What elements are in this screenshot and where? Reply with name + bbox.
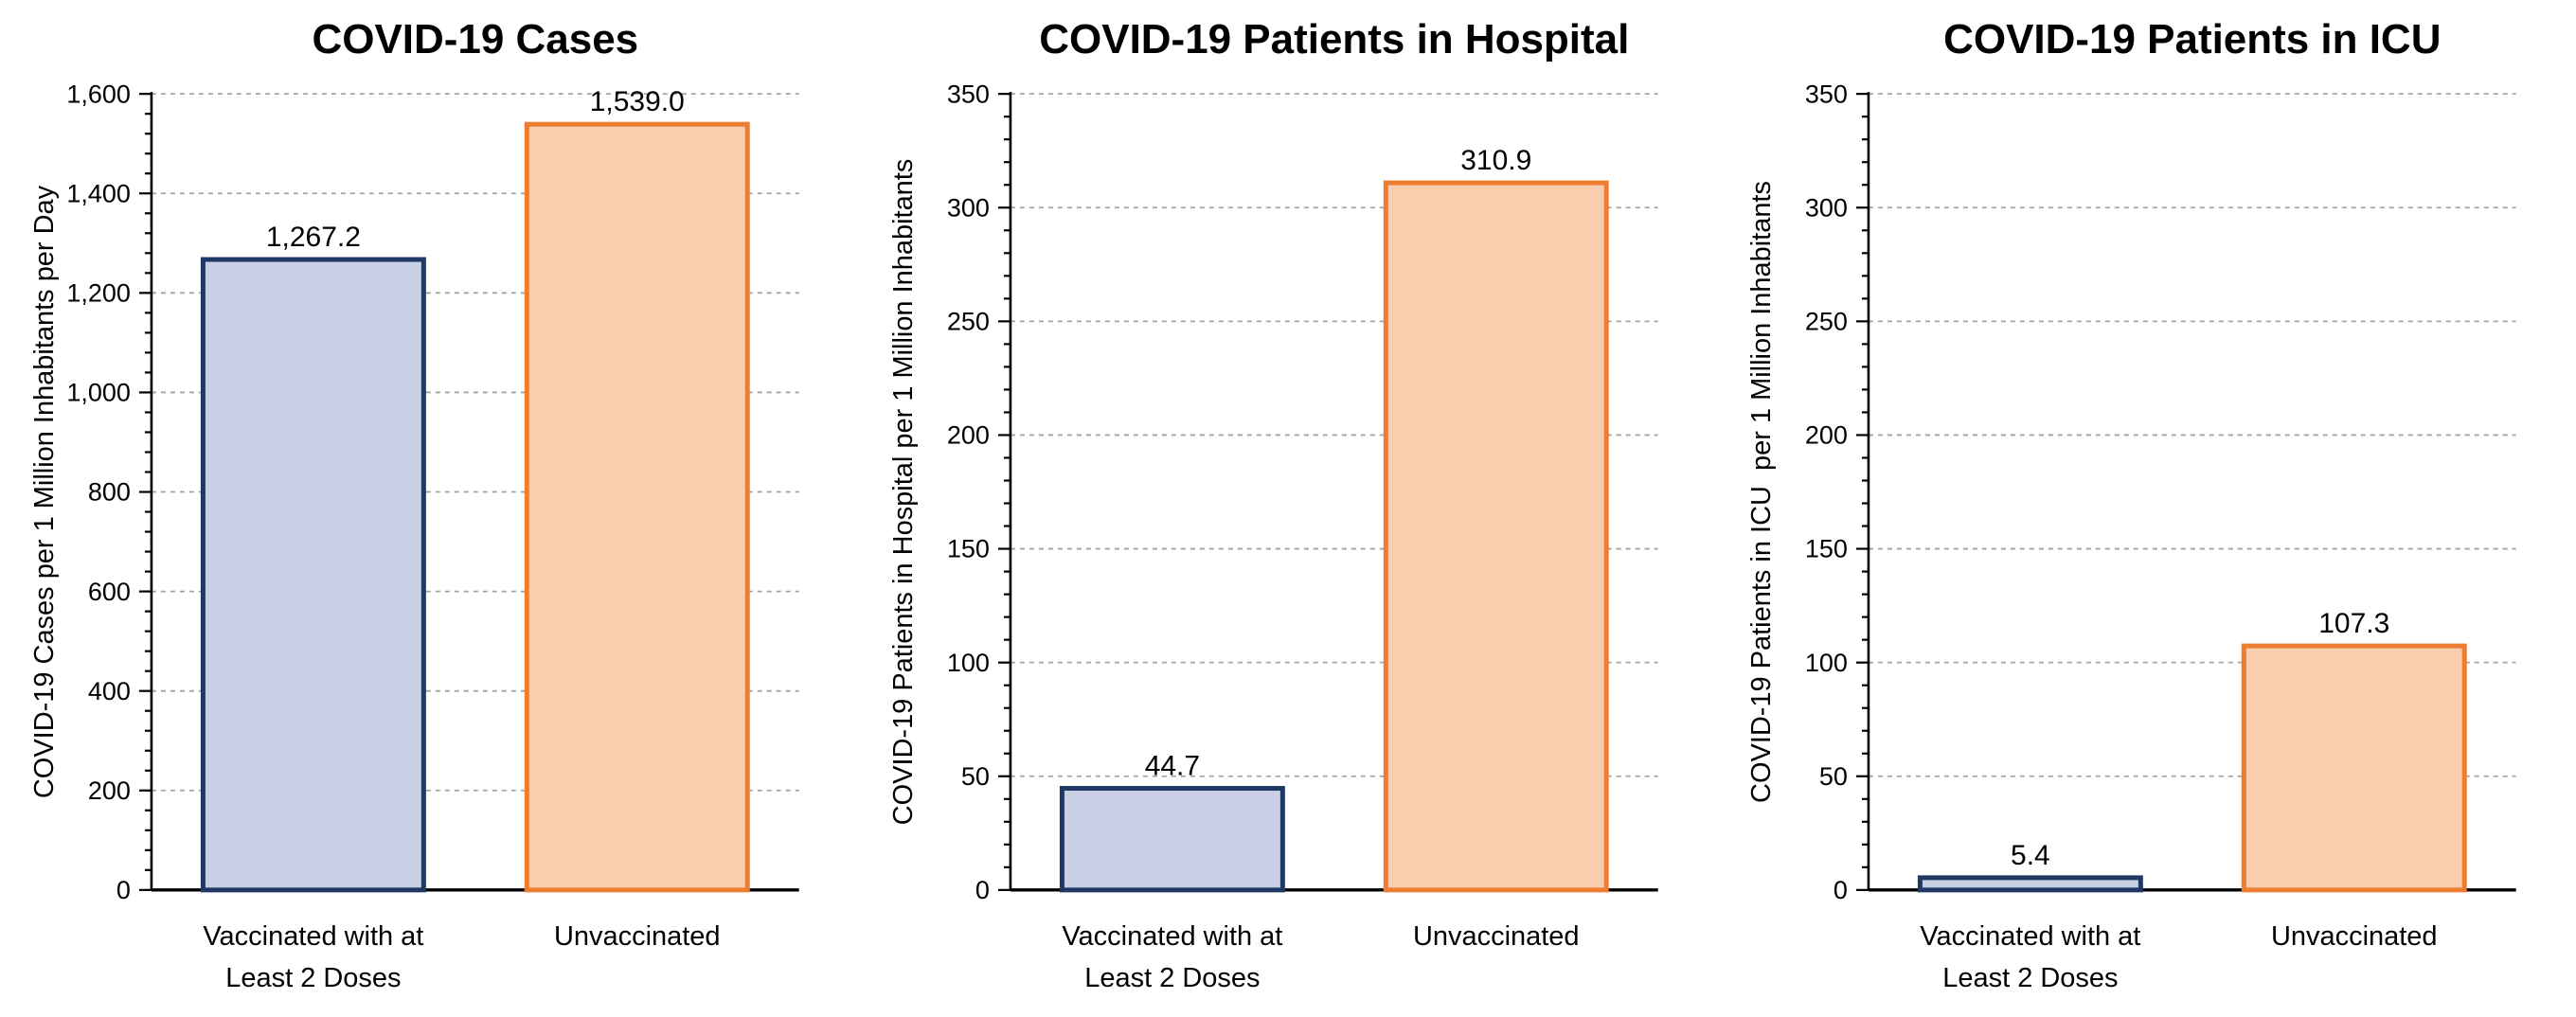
y-tick-label: 1,200 (66, 279, 131, 308)
y-tick-label: 100 (947, 649, 990, 677)
chart-title: COVID-19 Patients in Hospital (1039, 16, 1629, 62)
bar-unvaccinated (524, 121, 750, 893)
bar-vaccinated (1918, 875, 2144, 893)
y-tick-marks (997, 93, 1011, 891)
y-tick-label: 400 (88, 677, 131, 705)
y-tick-label: 300 (1805, 193, 1848, 222)
value-label: 44.7 (1144, 750, 1199, 781)
category-label: Unvaccinated (554, 921, 721, 952)
category-label: Vaccinated with at (1062, 921, 1282, 952)
y-tick-label: 50 (1819, 762, 1848, 791)
bar-vaccinated (1059, 785, 1285, 893)
chart-canvas-1: 0 200 400 600 800 1,000 1,200 1,400 1,600 1,267.2… (29, 16, 799, 993)
y-tick-marks (138, 93, 152, 891)
y-tick-label: 1,000 (66, 379, 131, 407)
category-label: Vaccinated with at (1921, 921, 2141, 952)
y-tick-label: 200 (1805, 421, 1848, 450)
value-label: 1,267.2 (266, 222, 361, 253)
y-tick-label: 150 (947, 535, 990, 563)
category-label: Least 2 Doses (225, 963, 401, 993)
category-label: Unvaccinated (2271, 921, 2438, 952)
chart-canvas-3: 0 50 100 150 200 250 300 350 5.4 Vaccinated with … (1746, 16, 2517, 993)
y-tick-label: 0 (975, 876, 990, 904)
chart-covid-19-patients-in-icu: 0 50 100 150 200 250 300 350 5.4 Vaccinated with … (1717, 0, 2576, 1017)
y-tick-label: 600 (88, 578, 131, 606)
y-tick-label: 200 (947, 421, 990, 450)
y-tick-label: 800 (88, 478, 131, 507)
y-tick-label: 100 (1805, 649, 1848, 677)
value-label: 107.3 (2319, 608, 2390, 639)
bar-unvaccinated (1383, 180, 1609, 893)
category-label: Least 2 Doses (1084, 963, 1260, 993)
y-tick-label: 300 (947, 193, 990, 222)
chart-canvas-2: 0 50 100 150 200 250 300 350 44.7 Vaccinated with… (888, 16, 1658, 993)
value-label: 1,539.0 (590, 86, 685, 117)
chart-title: COVID-19 Cases (313, 16, 639, 62)
y-tick-label: 350 (947, 80, 990, 108)
y-tick-label: 0 (1834, 876, 1848, 904)
y-tick-label: 200 (88, 776, 131, 805)
bar-unvaccinated (2242, 643, 2468, 893)
chart-covid-19-cases: 0 200 400 600 800 1,000 1,200 1,400 1,600 1,267.2… (0, 0, 859, 1017)
chart-title: COVID-19 Patients in ICU (1944, 16, 2442, 62)
y-tick-label: 1,400 (66, 179, 131, 207)
category-label: Vaccinated with at (203, 921, 423, 952)
value-label: 310.9 (1460, 145, 1531, 176)
y-tick-marks (1856, 93, 1869, 891)
y-tick-label: 50 (961, 762, 990, 791)
y-axis-title: COVID-19 Patients in ICU per 1 Million I… (1746, 181, 1777, 803)
y-tick-label: 350 (1805, 80, 1848, 108)
value-label: 5.4 (2011, 840, 2050, 871)
category-label: Least 2 Doses (1943, 963, 2119, 993)
y-axis-title: COVID-19 Cases per 1 Million Inhabitants… (29, 185, 60, 798)
category-label: Unvaccinated (1413, 921, 1580, 952)
y-tick-label: 1,600 (66, 80, 131, 108)
y-axis-title: COVID-19 Patients in Hospital per 1 Mill… (888, 159, 919, 826)
chart-covid-19-patients-in-hospital: 0 50 100 150 200 250 300 350 44.7 Vaccinated with… (859, 0, 1718, 1017)
y-tick-label: 250 (947, 308, 990, 336)
y-tick-label: 150 (1805, 535, 1848, 563)
bar-vaccinated (200, 257, 426, 893)
y-tick-label: 0 (116, 876, 131, 904)
y-tick-label: 250 (1805, 308, 1848, 336)
